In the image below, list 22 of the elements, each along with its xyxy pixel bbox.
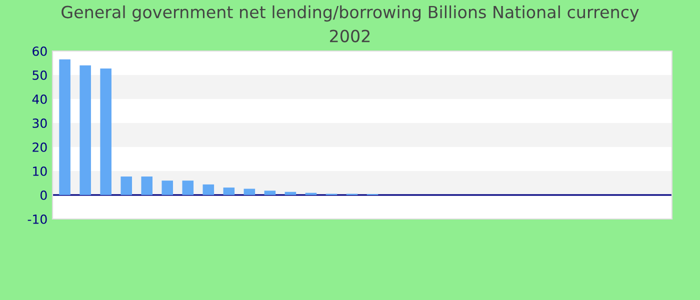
- bar: [141, 176, 152, 195]
- bar: [162, 180, 174, 195]
- chart-subtitle: 2002: [330, 30, 370, 42]
- y-tick-label: 10: [33, 166, 47, 176]
- chart-title: General government net lending/borrowing Billions National currency: [62, 5, 639, 22]
- bar: [59, 59, 70, 195]
- bar: [264, 190, 276, 195]
- y-tick-label: 0: [40, 190, 47, 200]
- bar: [182, 180, 194, 195]
- y-tick-label: -10: [28, 214, 47, 224]
- bar: [223, 188, 235, 195]
- y-tick-label: 30: [32, 118, 47, 128]
- bar: [284, 192, 296, 195]
- bar: [80, 65, 91, 195]
- y-tick-label: 40: [32, 94, 47, 104]
- bar: [100, 68, 112, 195]
- bar: [202, 184, 214, 195]
- bar: [244, 188, 256, 195]
- y-tick-label: 50: [32, 70, 47, 80]
- y-tick-label: 20: [32, 142, 47, 152]
- y-tick-label: 60: [32, 46, 47, 56]
- bar: [120, 176, 132, 195]
